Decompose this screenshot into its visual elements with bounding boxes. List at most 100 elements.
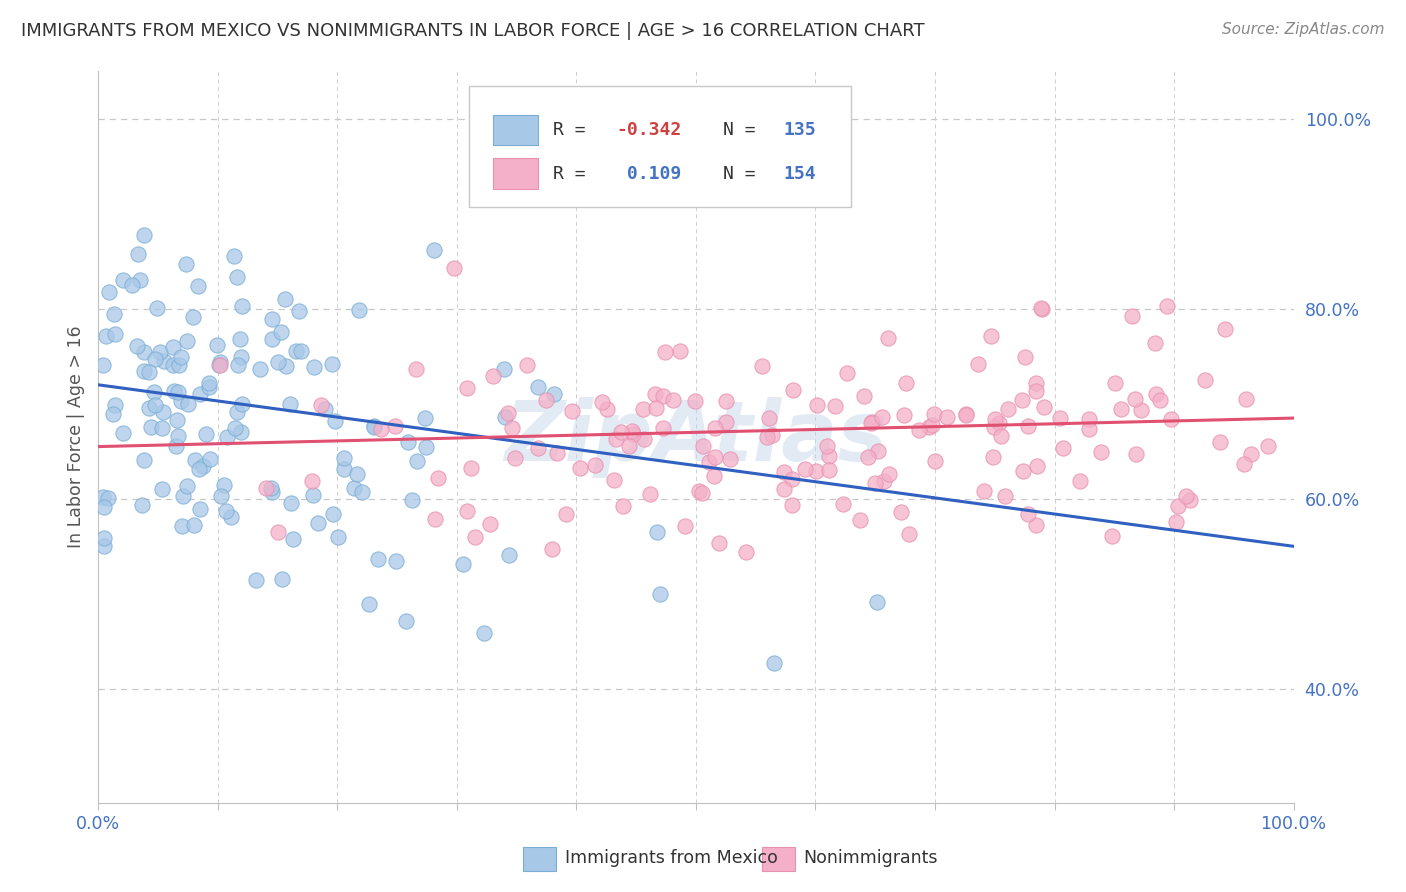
- Point: [176, 479, 198, 493]
- Point: [595, 402, 617, 417]
- Point: [669, 343, 692, 358]
- Point: [176, 397, 198, 411]
- Point: [314, 402, 336, 417]
- Point: [229, 350, 252, 364]
- Point: [307, 516, 329, 531]
- Point: [143, 398, 166, 412]
- Point: [773, 465, 796, 479]
- Text: N =: N =: [724, 121, 766, 139]
- Point: [262, 311, 284, 326]
- Point: [1025, 384, 1047, 399]
- Text: Immigrants from Mexico: Immigrants from Mexico: [565, 848, 778, 867]
- Point: [860, 416, 883, 430]
- Point: [1052, 442, 1074, 456]
- Point: [104, 398, 127, 412]
- Point: [93, 491, 115, 505]
- Point: [1025, 376, 1047, 390]
- Point: [370, 422, 392, 436]
- Point: [226, 270, 249, 285]
- Point: [1125, 447, 1147, 461]
- Point: [591, 394, 613, 409]
- Point: [481, 368, 503, 383]
- Point: [254, 481, 277, 495]
- Text: 154: 154: [783, 165, 815, 183]
- Point: [610, 425, 633, 440]
- Point: [166, 412, 188, 426]
- Point: [688, 483, 710, 498]
- Point: [804, 464, 827, 478]
- Point: [224, 421, 246, 435]
- Point: [782, 384, 804, 398]
- Point: [758, 410, 780, 425]
- Point: [1174, 489, 1197, 503]
- Point: [215, 504, 238, 518]
- Point: [849, 513, 872, 527]
- Point: [405, 361, 427, 376]
- Point: [322, 507, 344, 521]
- Point: [1209, 434, 1232, 449]
- Point: [718, 452, 741, 467]
- Point: [188, 502, 211, 516]
- Point: [149, 345, 172, 359]
- Point: [692, 486, 714, 500]
- Point: [824, 399, 846, 413]
- Point: [93, 540, 115, 554]
- Bar: [523, 847, 557, 871]
- Point: [1109, 402, 1132, 417]
- Point: [132, 344, 155, 359]
- Point: [188, 387, 211, 401]
- Point: [835, 366, 858, 380]
- Point: [103, 306, 125, 320]
- Point: [621, 427, 644, 442]
- Point: [1234, 392, 1257, 406]
- Point: [703, 450, 725, 464]
- Point: [222, 249, 245, 263]
- Point: [302, 360, 325, 375]
- Bar: [494, 159, 538, 189]
- Point: [645, 525, 668, 540]
- Point: [1149, 393, 1171, 408]
- Point: [662, 392, 685, 407]
- Point: [997, 402, 1019, 417]
- Point: [111, 426, 134, 441]
- Point: [1069, 474, 1091, 488]
- Point: [132, 453, 155, 467]
- Point: [877, 467, 900, 482]
- Point: [534, 393, 557, 408]
- Point: [146, 301, 169, 315]
- Point: [967, 357, 990, 371]
- Point: [165, 439, 187, 453]
- Point: [699, 455, 721, 469]
- Point: [890, 505, 912, 519]
- Point: [543, 387, 565, 401]
- Point: [561, 404, 583, 418]
- Point: [1031, 301, 1053, 316]
- Point: [870, 410, 893, 425]
- Point: [703, 469, 725, 483]
- Point: [138, 365, 160, 379]
- Point: [1160, 412, 1182, 426]
- Point: [1017, 507, 1039, 521]
- Point: [780, 472, 803, 486]
- Point: [1156, 299, 1178, 313]
- Point: [283, 533, 305, 547]
- Point: [1257, 439, 1279, 453]
- Point: [893, 408, 915, 422]
- Point: [97, 491, 120, 506]
- Point: [1017, 419, 1039, 434]
- Point: [260, 332, 283, 346]
- Point: [654, 345, 676, 359]
- Point: [323, 414, 346, 428]
- Point: [866, 595, 889, 609]
- Point: [301, 488, 323, 502]
- Point: [226, 358, 249, 372]
- Point: [274, 293, 297, 307]
- Y-axis label: In Labor Force | Age > 16: In Labor Force | Age > 16: [66, 326, 84, 549]
- Point: [134, 364, 156, 378]
- Point: [602, 473, 624, 487]
- Point: [1240, 447, 1263, 461]
- Point: [131, 498, 153, 512]
- Point: [479, 516, 502, 531]
- Point: [385, 554, 408, 568]
- Point: [983, 420, 1005, 434]
